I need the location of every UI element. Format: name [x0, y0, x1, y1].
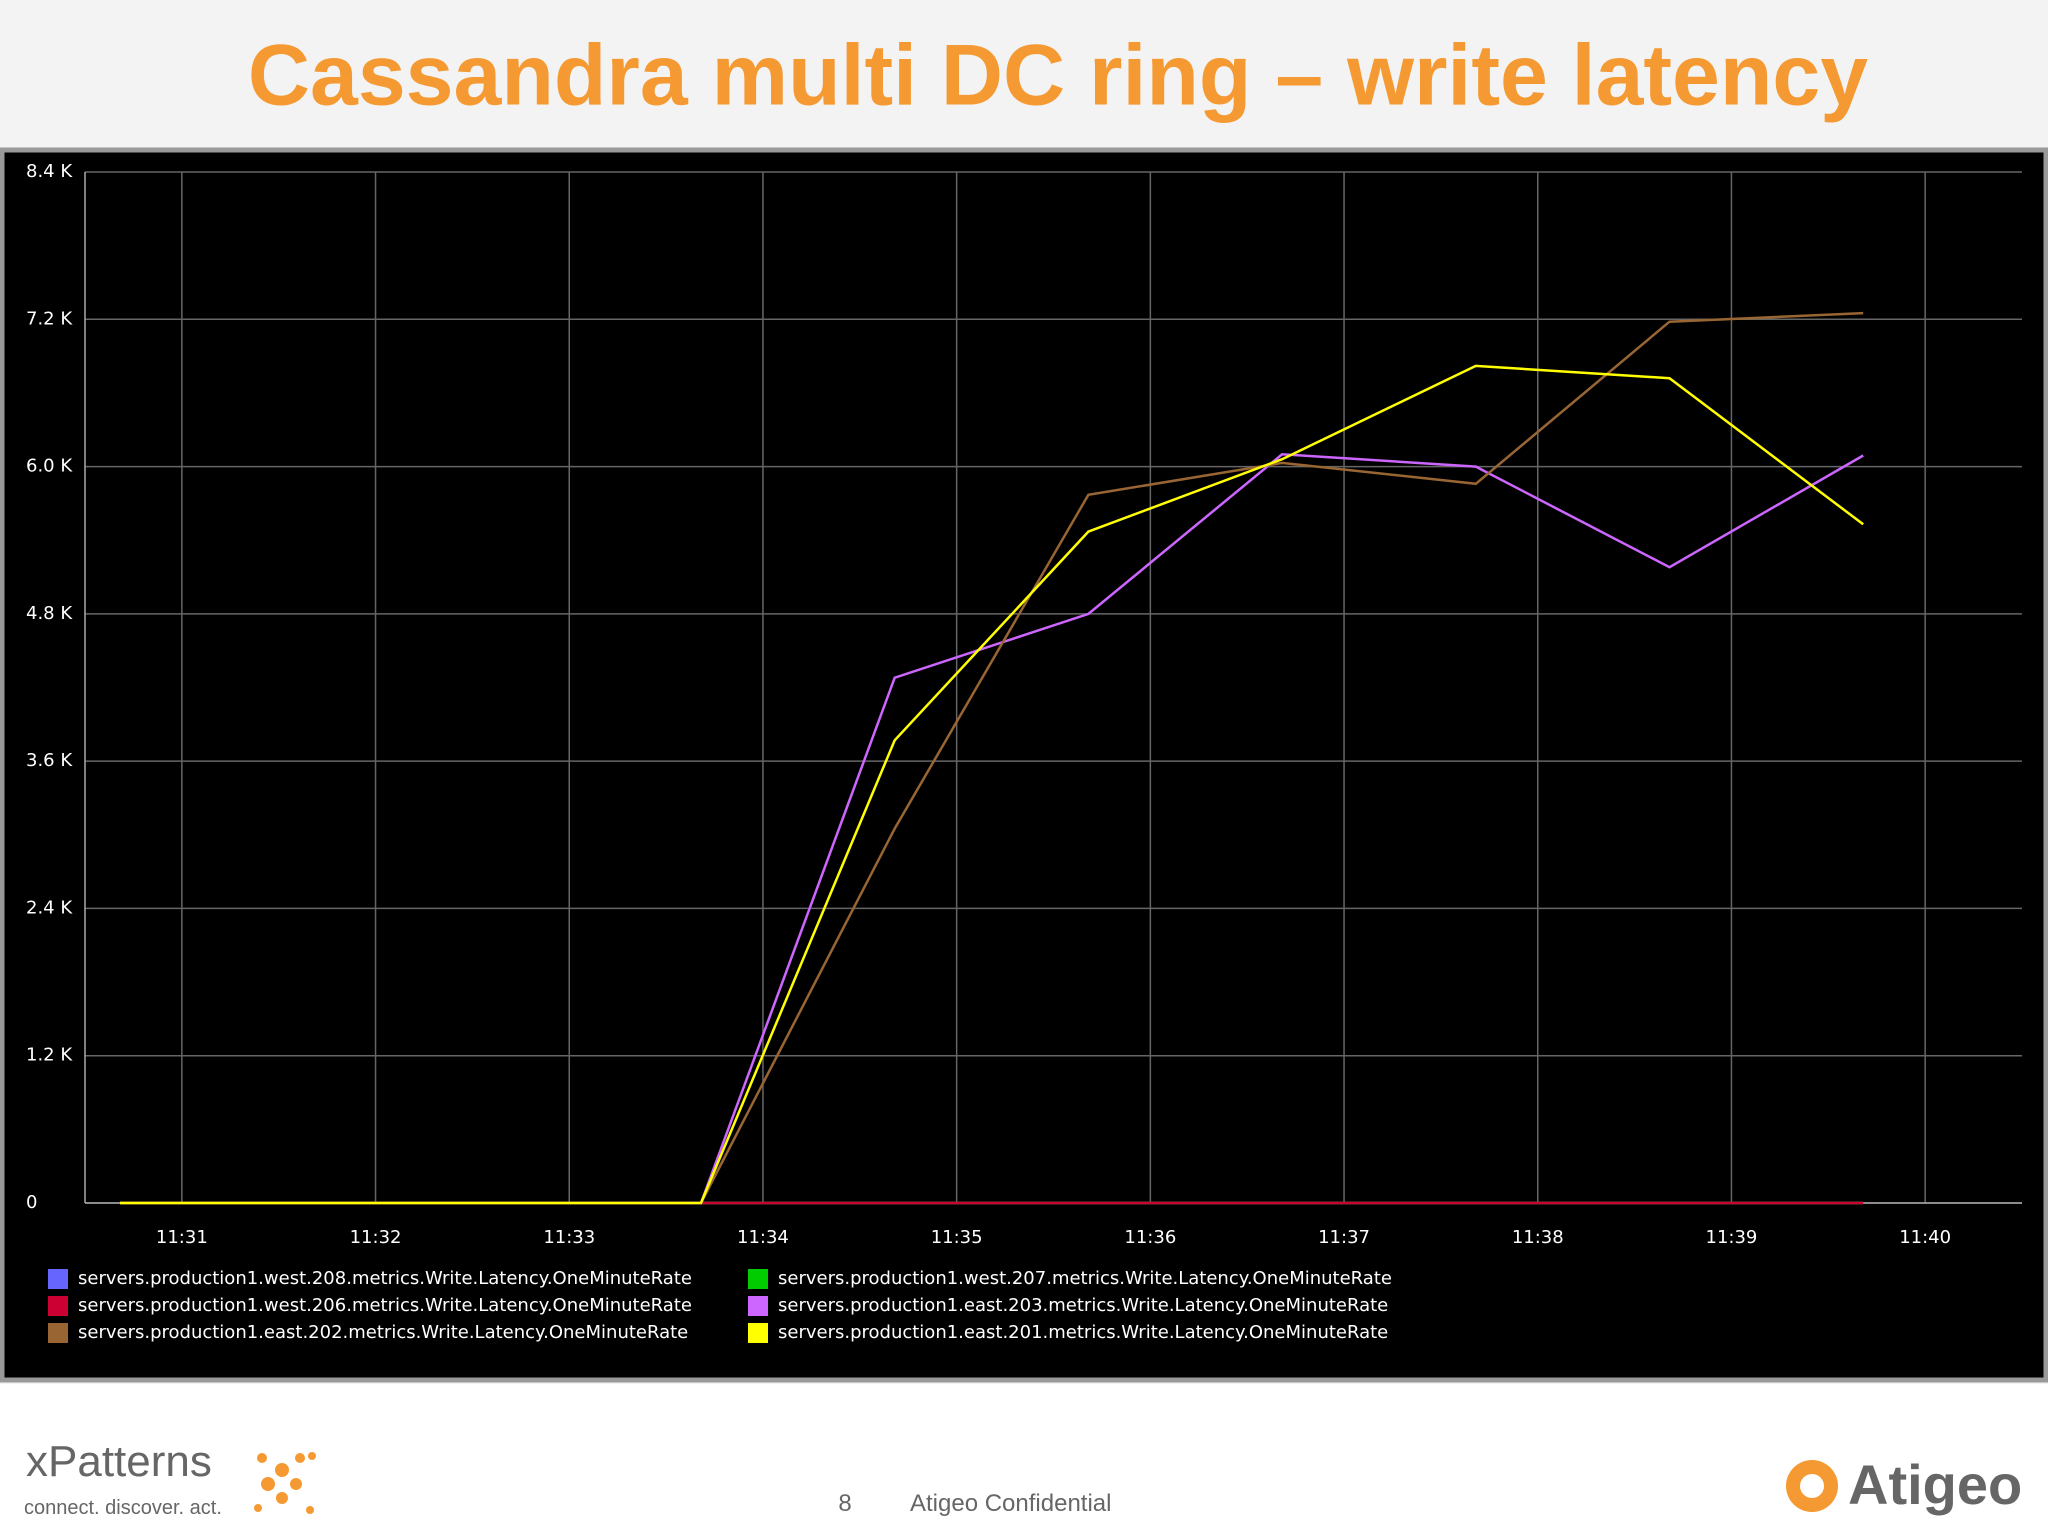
y-tick-label: 2.4 K	[26, 897, 73, 918]
x-tick-label: 11:31	[156, 1227, 208, 1248]
legend-label: servers.production1.west.208.metrics.Wri…	[78, 1268, 692, 1289]
legend-swatch	[748, 1323, 768, 1343]
brand-logo-text: xPatterns	[26, 1437, 212, 1486]
y-tick-label: 0	[26, 1192, 37, 1213]
y-tick-label: 7.2 K	[26, 308, 73, 329]
legend-swatch	[748, 1296, 768, 1316]
plot-area	[85, 172, 2022, 1203]
company-logo-text: Atigeo	[1848, 1453, 2022, 1516]
legend-swatch	[48, 1323, 68, 1343]
legend-swatch	[48, 1269, 68, 1289]
series-line	[119, 364, 1864, 1205]
footer-band	[0, 1384, 2048, 1536]
page-number: 8	[838, 1490, 851, 1517]
confidential-note: Atigeo Confidential	[910, 1490, 1111, 1517]
legend-label: servers.production1.west.207.metrics.Wri…	[778, 1268, 1392, 1289]
chart: 0 1.2 K 2.4 K 3.6 K 4.8 K 6.0 K 7.2 K 8.4 K 11:3…	[26, 161, 2022, 1343]
brand-logo-icon	[254, 1452, 316, 1514]
legend-swatch	[48, 1296, 68, 1316]
y-tick-label: 1.2 K	[26, 1045, 73, 1066]
x-tick-label: 11:32	[350, 1227, 402, 1248]
legend-label: servers.production1.east.203.metrics.Wri…	[778, 1295, 1388, 1316]
slide-title: Cassandra multi DC ring – write latency	[248, 28, 1868, 124]
legend-label: servers.production1.west.206.metrics.Wri…	[78, 1295, 692, 1316]
x-tick-label: 11:40	[1899, 1227, 1951, 1248]
legend-label: servers.production1.east.202.metrics.Wri…	[78, 1322, 688, 1343]
x-tick-label: 11:39	[1706, 1227, 1758, 1248]
y-tick-label: 4.8 K	[26, 603, 73, 624]
brand-tagline: connect. discover. act.	[24, 1497, 222, 1519]
y-tick-label: 3.6 K	[26, 750, 73, 771]
x-tick-label: 11:38	[1512, 1227, 1564, 1248]
x-tick-label: 11:33	[543, 1227, 595, 1248]
legend-swatch	[748, 1269, 768, 1289]
y-tick-label: 6.0 K	[26, 456, 73, 477]
y-tick-label: 8.4 K	[26, 161, 73, 182]
company-logo-icon	[1786, 1460, 1838, 1512]
x-tick-label: 11:34	[737, 1227, 789, 1248]
x-tick-label: 11:35	[931, 1227, 983, 1248]
x-tick-label: 11:37	[1318, 1227, 1370, 1248]
legend-label: servers.production1.east.201.metrics.Wri…	[778, 1322, 1388, 1343]
x-tick-label: 11:36	[1124, 1227, 1176, 1248]
